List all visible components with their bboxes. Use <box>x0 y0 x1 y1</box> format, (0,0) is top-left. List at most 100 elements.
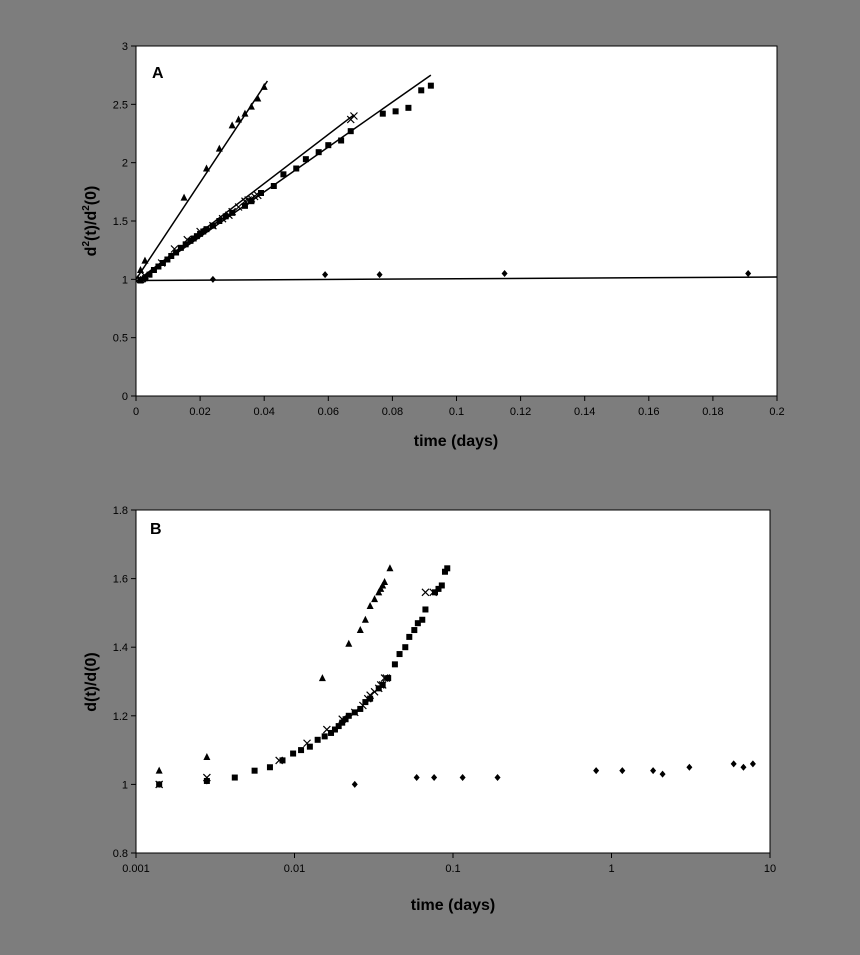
panel-b-y-tick-label: 0.8 <box>113 848 128 860</box>
panel-b-point-diamond <box>686 763 693 771</box>
panel-b-point-square <box>314 736 321 743</box>
panel-b-point-diamond <box>351 780 358 788</box>
panel-a-point-square <box>315 149 322 156</box>
panel-a-point-square <box>405 104 412 111</box>
panel-a-point-cross <box>157 259 166 267</box>
panel-b-point-square <box>396 651 403 658</box>
panel-a-point-triangle <box>203 164 211 172</box>
panel-b-point-triangle <box>366 602 374 610</box>
panel-a-point-square <box>159 260 166 266</box>
panel-b-y-tick-label: 1.8 <box>113 505 128 517</box>
panel-a-point-cross <box>253 191 262 200</box>
panel-a-point-square <box>392 108 399 115</box>
panel-a-point-square <box>150 267 157 273</box>
panel-b-y-axis-title: d(t)/d(0) <box>83 652 100 712</box>
panel-b-point-square <box>331 726 338 733</box>
panel-b-point-square <box>367 695 374 702</box>
panel-b-point-cross <box>303 739 311 748</box>
panel-b-point-cross <box>376 681 385 689</box>
panel-a-point-square <box>164 256 171 263</box>
panel-b-point-square <box>251 767 258 774</box>
panel-a-point-cross <box>141 271 149 280</box>
panel-b-point-square <box>290 750 297 757</box>
panel-a-x-tick-label: 0.02 <box>189 406 210 418</box>
panel-b-ticks: 0.001 0.01 0.1 1 10 0.8 1 1.2 1.4 1.6 1.8 <box>113 505 776 875</box>
panel-a-point-square <box>190 235 197 242</box>
panel-a-point-square <box>338 137 345 144</box>
panel-b-point-triangle <box>356 626 364 634</box>
panel-a-ticks: 0 0.02 0.04 0.06 0.08 0.1 0.12 0.14 0.16 0.18 0.2 0… <box>113 41 785 418</box>
panel-a-point-square <box>280 171 287 178</box>
panel-b-point-cross <box>358 701 367 710</box>
panel-a-point-square <box>270 183 277 189</box>
panel-a-point-cross <box>247 194 256 203</box>
panel-a-point-triangle <box>241 109 249 117</box>
panel-a-point-cross <box>350 112 358 120</box>
panel-b-point-cross <box>366 691 375 700</box>
panel-b-point-triangle <box>361 615 369 623</box>
panel-b: B 0.001 0.01 0.1 1 10 0.8 1 1.2 1.4 1.6 1.8 time (… <box>83 505 776 914</box>
panel-a: A 0 0.02 0.04 0.06 0.08 0.1 0.12 0.14 0.16 0.18 0.… <box>81 41 785 450</box>
panel-b-point-cross <box>378 681 387 689</box>
panel-a-y-tick-label: 2 <box>122 158 128 170</box>
panel-a-point-triangle <box>180 193 188 201</box>
panel-a-y-tick-label: 1.5 <box>113 216 128 228</box>
panel-a-x-tick-label: 0.12 <box>510 406 531 418</box>
panel-a-point-square <box>203 226 210 233</box>
panel-b-point-square <box>391 661 398 668</box>
panel-a-point-diamond <box>209 275 216 283</box>
panel-a-point-square <box>257 190 264 196</box>
panel-a-point-diamond <box>322 271 329 279</box>
panel-b-point-cross <box>322 725 331 734</box>
panel-a-x-tick-label: 0.06 <box>318 406 339 418</box>
panel-b-point-square <box>441 568 448 575</box>
panel-b-point-square <box>231 774 238 781</box>
panel-a-point-square <box>216 218 223 224</box>
panel-a-point-triangle <box>247 102 255 110</box>
panel-a-point-square <box>248 198 255 205</box>
panel-a-fit-line-diamond <box>135 276 778 282</box>
panel-b-point-diamond <box>431 774 438 782</box>
panel-b-point-square <box>385 675 392 682</box>
panel-a-point-diamond <box>137 275 144 283</box>
panel-b-x-tick-label: 10 <box>764 863 776 875</box>
panel-b-point-triangle <box>155 766 163 774</box>
panel-b-point-cross <box>363 694 372 703</box>
panel-b-point-diamond <box>619 767 626 775</box>
panel-b-y-tick-label: 1.4 <box>113 642 128 654</box>
panel-b-x-tick-label: 0.1 <box>445 863 460 875</box>
panel-b-y-tick-label: 1 <box>122 779 128 791</box>
panel-b-y-tick-label: 1.2 <box>113 711 128 723</box>
panel-a-point-square <box>222 213 229 220</box>
panel-b-point-cross <box>350 708 359 717</box>
panel-a-y-tick-label: 1 <box>122 274 128 286</box>
panel-a-markers <box>136 82 752 284</box>
panel-a-point-cross <box>218 214 227 223</box>
panel-a-y-tick-label: 2.5 <box>113 99 128 111</box>
panel-a-y-axis-title: d2(t)/d2(0) <box>81 186 100 257</box>
panel-b-point-cross <box>429 588 438 597</box>
panel-b-point-square <box>321 733 328 740</box>
panel-a-x-tick-label: 0.2 <box>769 406 784 418</box>
panel-b-point-square <box>279 757 286 764</box>
panel-a-point-square <box>418 87 425 94</box>
panel-a-point-square <box>293 165 300 172</box>
panel-a-point-square <box>229 209 236 216</box>
panel-a-x-tick-label: 0.16 <box>638 406 659 418</box>
panel-a-point-triangle <box>136 266 144 273</box>
panel-a-point-square <box>379 110 386 117</box>
panel-a-point-diamond <box>376 271 383 279</box>
panel-b-point-square <box>335 723 342 730</box>
panel-b-point-square <box>266 764 273 771</box>
panel-b-point-diamond <box>730 760 737 768</box>
panel-a-point-square <box>173 249 180 256</box>
panel-b-point-diamond <box>413 774 420 782</box>
panel-a-point-square <box>197 230 204 237</box>
panel-b-point-square <box>432 589 439 596</box>
panel-b-point-diamond <box>650 767 657 775</box>
panel-b-point-triangle <box>345 639 353 647</box>
panel-a-y-tick-label: 0.5 <box>113 333 128 345</box>
panel-a-point-triangle <box>254 94 262 102</box>
panel-a-point-square <box>302 156 309 163</box>
panel-b-x-tick-label: 0.001 <box>122 863 150 875</box>
